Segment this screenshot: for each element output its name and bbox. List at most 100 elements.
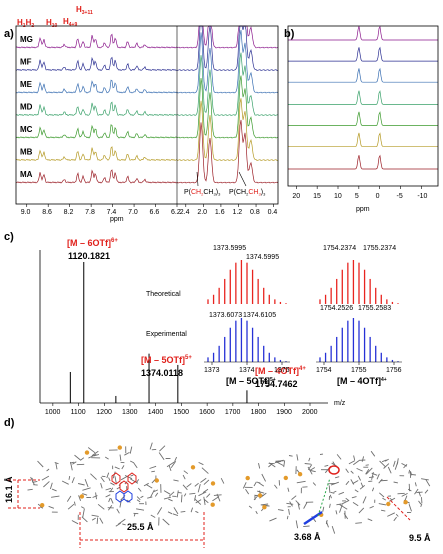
bond [382,497,387,501]
bond [245,489,250,495]
bond [105,494,111,498]
bond [268,463,273,468]
bond [168,465,172,472]
panel-a-x-ticks: 9.0 8.6 8.2 7.8 7.4 7.0 6.6 6.2 2.4 2.0 1.6 1.2 0.8 0… [21,204,278,216]
tick-label: 8.2 [64,209,74,216]
series-label: MF [20,58,32,67]
bond [295,520,299,529]
bond [418,491,421,497]
bond [129,460,135,464]
bond [286,515,289,520]
bond [172,513,179,517]
panel-c-xlabel: m/z [334,400,346,407]
bond [200,477,207,483]
tick-label: 1755 [351,367,367,374]
bond [43,481,50,488]
bond [255,510,258,515]
bond [328,485,331,493]
bond [339,504,343,513]
bond [190,507,194,513]
bond [71,477,75,484]
bond [194,498,202,505]
bond [350,470,354,474]
bond [393,481,398,484]
bond [68,476,71,480]
spectrum-trace-aromatic [15,79,178,94]
panel-a-xlabel: ppm [110,216,124,223]
bond [253,481,257,487]
bond [303,525,310,528]
spectrum-trace-aliphatic [176,119,279,184]
phosphorus-atom [117,445,123,450]
bond [90,473,97,480]
bond [212,496,220,502]
spectrum-trace-aliphatic [176,29,279,94]
phosphorus-atom [262,505,267,510]
bond [176,490,179,498]
tick-label: 1.2 [232,209,242,216]
spectrum-trace-aliphatic [176,98,279,161]
bond [308,457,311,462]
bond [168,491,175,497]
bond [420,503,423,508]
bond [384,458,389,462]
panel-b-xlabel: ppm [356,206,370,213]
bond [331,525,336,534]
bond [91,514,99,517]
bond [150,514,156,518]
bond [339,504,348,510]
bond [82,487,91,491]
peak-label-h4-9: H4+9 [63,17,77,28]
panel-a-label: a) [4,28,14,40]
bond [220,477,225,484]
tick-label: 1000 [45,409,61,416]
bond [324,464,329,467]
tick-label: 20 [292,193,300,200]
bond [137,487,142,492]
annotation-pch2: P(CH2CH3)3 [184,189,221,197]
bond [242,482,247,489]
bond [356,467,363,472]
bond [122,523,126,526]
bond [371,472,378,476]
bond [51,488,57,492]
bond [353,459,361,466]
panel-b-x-ticks: 20 15 10 5 0 -5 -10 [292,186,428,200]
bond [91,450,99,457]
bond [119,498,122,508]
bond [289,501,293,507]
bond [81,516,88,523]
bond [408,504,412,512]
tick-label: 1100 [71,409,86,416]
bond [93,453,100,457]
bond [129,446,133,454]
bond [46,468,50,472]
bond [37,460,44,468]
bond [389,497,393,501]
spectrum-trace-31p [288,154,438,170]
bond [48,505,55,509]
bond [296,480,306,484]
phosphorus-atom [79,494,85,499]
bond [381,459,387,463]
label-4otf-species: [M – 4OTf]4+ [255,366,306,376]
stacking-distance [317,477,331,517]
bond [54,462,59,465]
bond [108,477,111,482]
phosphorus-atom [386,501,391,507]
spectrum-trace-aliphatic [176,25,279,71]
panel-a-series-labels: MG MF ME MD MC MB MA [20,35,33,179]
pyrene-ring [119,480,129,493]
bond [87,447,96,454]
bond [336,503,342,506]
bond [167,511,173,515]
bond [203,479,210,485]
bond [182,484,188,491]
bond [97,503,105,510]
bond [99,517,104,524]
tick-label: 10 [334,193,342,200]
tick-label: 6.2 [171,209,181,216]
series-label: ME [20,80,33,89]
molecule-top-view [242,450,431,534]
tick-label: 0.4 [268,209,278,216]
